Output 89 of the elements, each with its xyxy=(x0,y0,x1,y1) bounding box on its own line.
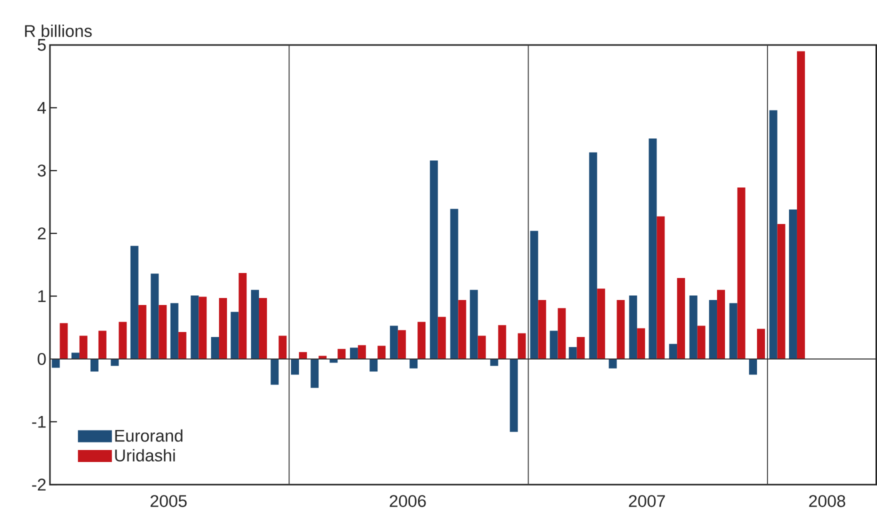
bar xyxy=(669,344,678,360)
bar xyxy=(251,290,259,360)
bar xyxy=(79,336,88,360)
bar xyxy=(677,278,686,360)
bar xyxy=(211,337,220,360)
bar xyxy=(270,359,279,385)
bar xyxy=(60,323,68,360)
bar xyxy=(478,336,486,360)
bar xyxy=(390,326,398,360)
bar xyxy=(458,300,466,360)
bar xyxy=(510,359,518,432)
bar xyxy=(648,138,657,360)
y-axis-title: R billions xyxy=(25,24,92,38)
bar xyxy=(518,333,526,360)
y-tick-label: -1 xyxy=(32,416,46,428)
bar xyxy=(230,312,239,360)
bar xyxy=(796,51,805,360)
bar xyxy=(130,246,138,360)
bar xyxy=(358,345,366,360)
bar xyxy=(470,290,478,360)
bar xyxy=(709,300,718,360)
bar xyxy=(498,325,506,360)
bar xyxy=(198,297,207,360)
bar xyxy=(370,359,378,372)
bar xyxy=(238,273,247,360)
bar xyxy=(729,303,738,360)
y-tick-label: 2 xyxy=(38,228,46,240)
legend-label: Eurorand xyxy=(115,430,182,442)
bar xyxy=(138,305,146,360)
bar xyxy=(71,352,80,360)
bar xyxy=(597,288,606,360)
bar xyxy=(98,330,106,360)
y-tick-label: 4 xyxy=(37,102,46,114)
x-tick-label: 2006 xyxy=(390,495,426,508)
bar xyxy=(350,348,358,360)
bar xyxy=(717,290,725,360)
bar xyxy=(52,359,60,368)
bar xyxy=(430,160,438,360)
bar xyxy=(749,359,757,375)
y-tick-label: 3 xyxy=(38,164,46,177)
bar xyxy=(608,359,617,369)
bar xyxy=(637,328,646,360)
y-tick-label: 0 xyxy=(38,353,46,366)
bar xyxy=(278,336,287,360)
y-tick-label: 5 xyxy=(38,39,46,52)
bar xyxy=(290,359,299,375)
bar xyxy=(697,326,706,360)
bar xyxy=(158,305,167,360)
bar xyxy=(150,274,159,360)
x-tick-label: 2005 xyxy=(150,495,187,508)
bar xyxy=(769,110,778,360)
bar xyxy=(190,296,199,360)
x-tick-label: 2007 xyxy=(628,495,665,508)
bar xyxy=(789,210,797,360)
bar xyxy=(757,329,765,360)
y-tick-label: 1 xyxy=(38,290,46,302)
bar xyxy=(438,317,446,360)
bar xyxy=(656,216,665,360)
bar xyxy=(410,359,418,369)
bar xyxy=(490,359,498,366)
bar xyxy=(219,298,227,360)
bar xyxy=(576,337,585,360)
bar xyxy=(589,152,598,360)
bar xyxy=(298,352,307,360)
bar xyxy=(310,359,319,388)
bar xyxy=(689,296,698,360)
bar xyxy=(418,322,426,360)
legend-label: Uridashi xyxy=(115,449,175,462)
bar xyxy=(737,188,746,360)
bar xyxy=(178,332,186,360)
bar xyxy=(538,300,546,360)
y-tick-label: -2 xyxy=(32,478,46,491)
bar xyxy=(777,224,786,360)
bar xyxy=(450,209,458,360)
bar xyxy=(550,330,558,360)
bar xyxy=(378,346,386,360)
bar xyxy=(110,359,119,366)
bar xyxy=(170,303,178,360)
bar xyxy=(258,298,267,360)
bar xyxy=(90,359,98,372)
bar xyxy=(568,347,577,360)
x-tick-label: 2008 xyxy=(809,495,846,508)
bar xyxy=(398,330,406,360)
bar xyxy=(629,296,638,360)
bar xyxy=(338,349,346,360)
bar xyxy=(118,322,127,360)
bar xyxy=(558,308,566,360)
bar xyxy=(616,300,625,360)
bar xyxy=(530,231,538,360)
